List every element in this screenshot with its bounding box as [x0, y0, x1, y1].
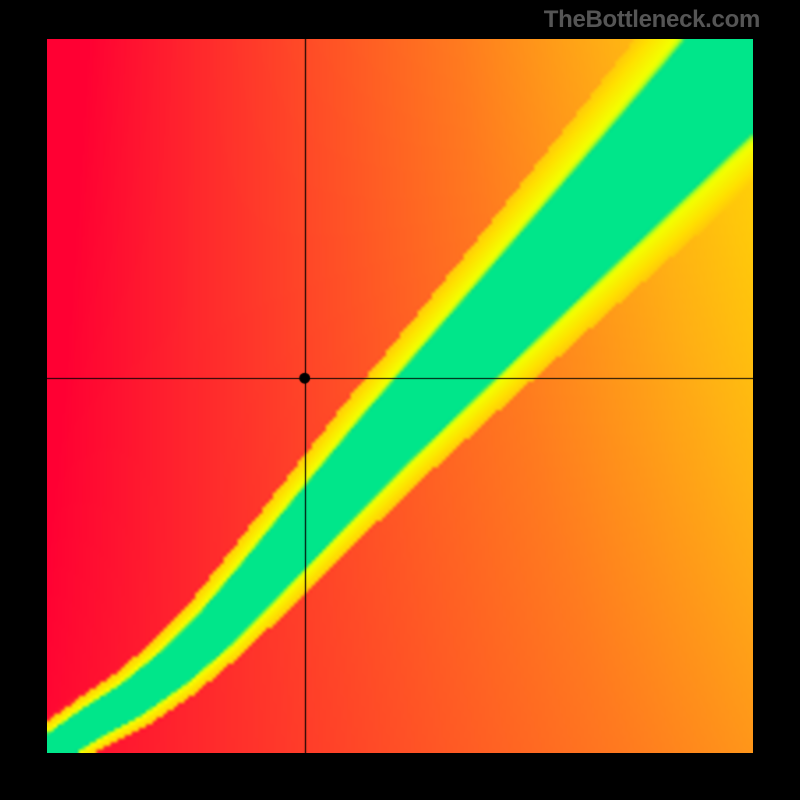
watermark-text: TheBottleneck.com — [544, 6, 760, 34]
bottleneck-heatmap — [47, 39, 753, 753]
chart-container: TheBottleneck.com — [0, 0, 800, 800]
